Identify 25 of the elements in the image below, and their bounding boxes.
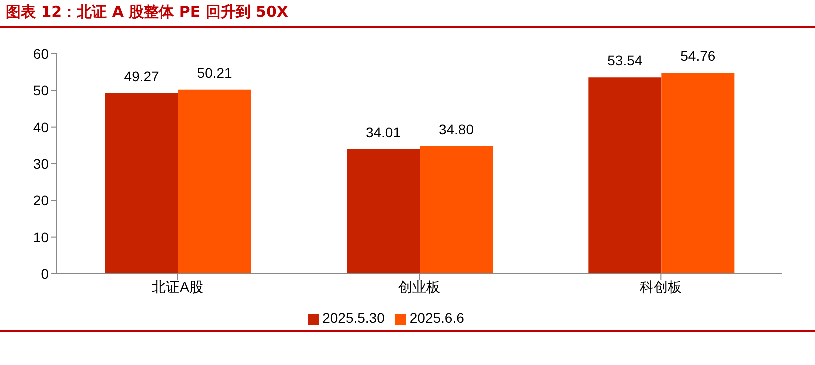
chart-title: 图表 12：北证 A 股整体 PE 回升到 50X: [6, 3, 288, 22]
bar: [588, 78, 662, 274]
bar: [420, 146, 493, 274]
data-label: 54.76: [680, 48, 716, 64]
legend-label: 2025.6.6: [410, 310, 464, 326]
x-tick-label: 北证A股: [152, 278, 204, 295]
bar: [105, 93, 178, 274]
legend-label: 2025.5.30: [322, 310, 385, 326]
data-label: 49.27: [124, 68, 160, 84]
y-tick-label: 0: [41, 266, 50, 282]
y-tick-label: 60: [33, 46, 50, 62]
bar: [347, 149, 420, 274]
data-label: 53.54: [608, 52, 643, 69]
bar: [178, 90, 252, 274]
x-tick-label: 科创板: [640, 278, 682, 295]
y-tick-label: 30: [33, 156, 50, 172]
y-tick-label: 20: [33, 192, 50, 209]
data-label: 34.80: [438, 121, 474, 138]
data-label: 34.01: [366, 124, 402, 140]
y-tick-label: 10: [33, 229, 50, 246]
data-label: 50.21: [197, 64, 233, 81]
y-tick-label: 50: [33, 82, 50, 99]
bar: [662, 73, 735, 274]
y-tick-label: 40: [33, 119, 50, 136]
x-tick-label: 创业板: [398, 278, 440, 295]
